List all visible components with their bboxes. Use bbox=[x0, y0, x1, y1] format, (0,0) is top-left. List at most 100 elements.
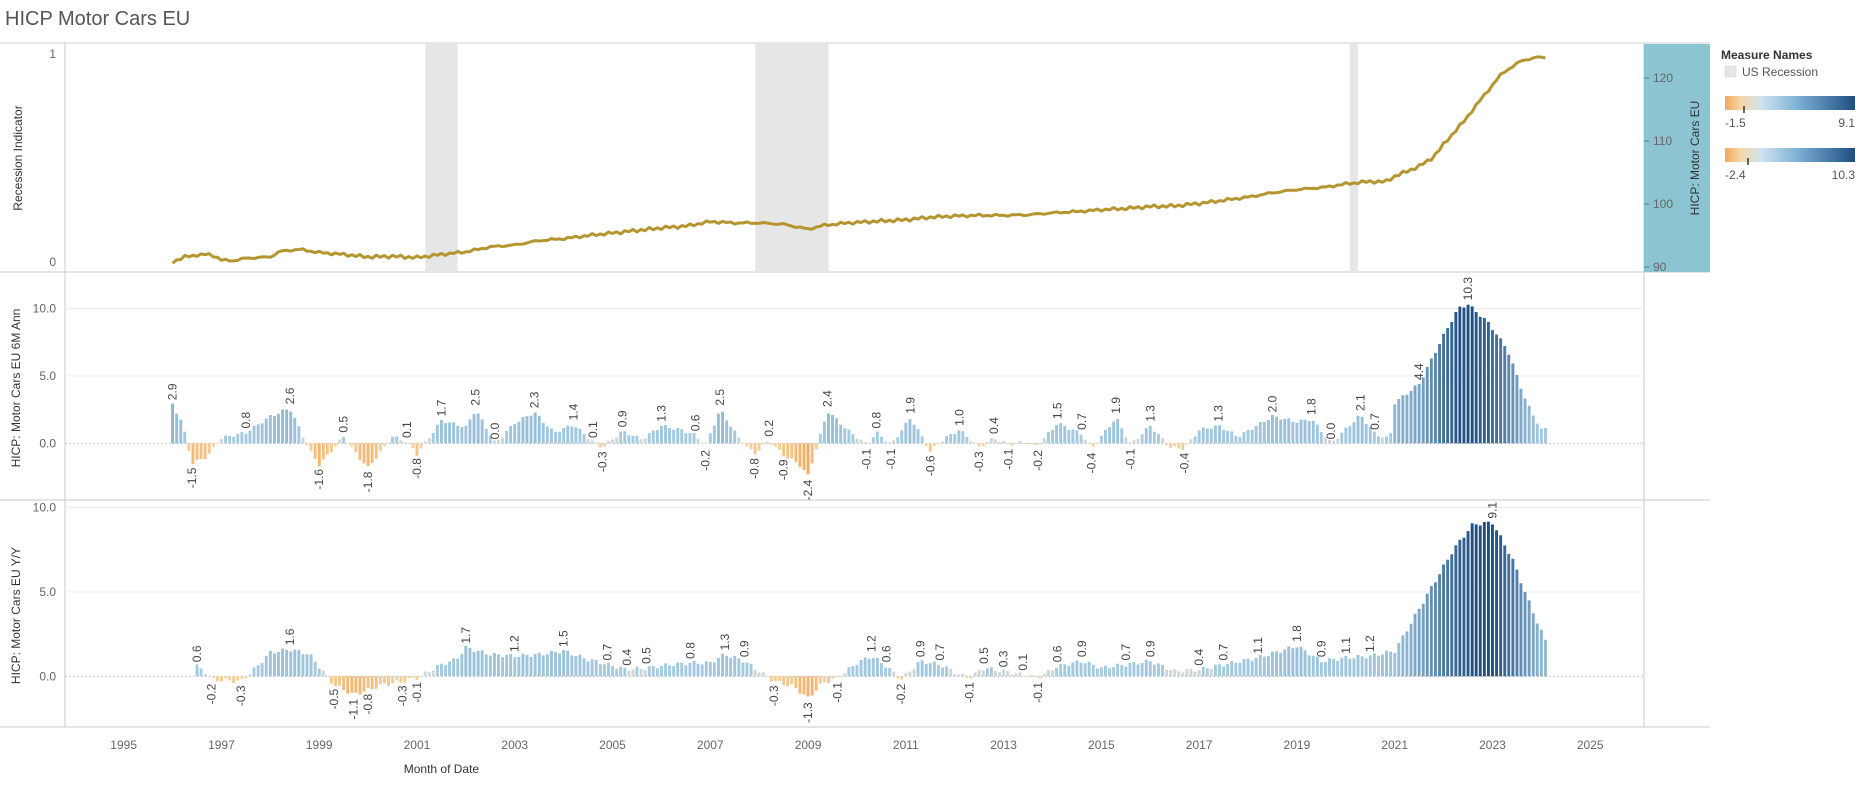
bar bbox=[700, 443, 704, 445]
bar bbox=[317, 443, 321, 467]
bar bbox=[574, 427, 578, 444]
legend-recession-label: US Recession bbox=[1742, 65, 1818, 79]
bar bbox=[749, 663, 753, 677]
bar bbox=[403, 676, 407, 683]
bar bbox=[1495, 334, 1498, 444]
bar bbox=[370, 443, 374, 463]
bar bbox=[1458, 306, 1462, 444]
bar bbox=[1531, 415, 1535, 444]
bar bbox=[1360, 416, 1364, 444]
y-tick-label: 5.0 bbox=[39, 369, 56, 383]
bar bbox=[798, 676, 802, 694]
bar bbox=[937, 443, 940, 445]
bar bbox=[1177, 671, 1181, 677]
bar bbox=[1454, 545, 1458, 677]
bar bbox=[427, 438, 431, 444]
bar bbox=[281, 409, 284, 444]
bar bbox=[1454, 312, 1458, 444]
bar-value-label: 2.0 bbox=[1265, 395, 1279, 412]
bar bbox=[497, 439, 500, 444]
bar bbox=[472, 651, 476, 677]
bar bbox=[635, 435, 639, 444]
bar bbox=[264, 656, 268, 677]
bar bbox=[1324, 661, 1327, 677]
bar bbox=[712, 662, 716, 677]
bar bbox=[749, 443, 753, 450]
bar bbox=[1234, 435, 1238, 444]
bar-value-label: 2.5 bbox=[469, 389, 483, 406]
left-axis-title: Recession Indicator bbox=[11, 105, 25, 210]
bar bbox=[916, 662, 920, 677]
bar bbox=[1503, 545, 1507, 677]
bar bbox=[741, 443, 745, 445]
bar bbox=[268, 415, 272, 444]
bar bbox=[1181, 443, 1185, 450]
bar bbox=[1372, 653, 1376, 677]
bar-value-label: -0.1 bbox=[860, 448, 874, 469]
bar bbox=[998, 441, 1001, 444]
bar bbox=[664, 425, 667, 444]
bar-value-label: 0.6 bbox=[190, 645, 204, 662]
bar bbox=[851, 666, 855, 677]
bar bbox=[1531, 613, 1535, 677]
bar bbox=[1478, 525, 1482, 677]
bar bbox=[1063, 664, 1067, 677]
bar bbox=[554, 652, 557, 677]
bar bbox=[586, 439, 590, 444]
bar-value-label: 0.9 bbox=[1143, 640, 1157, 657]
bar bbox=[680, 429, 684, 444]
bar bbox=[525, 416, 529, 444]
bar bbox=[765, 676, 769, 678]
bar bbox=[529, 656, 533, 677]
bar-value-label: 1.8 bbox=[1305, 398, 1319, 415]
bar bbox=[1352, 422, 1356, 444]
bar bbox=[672, 666, 676, 677]
bar bbox=[1315, 656, 1319, 677]
bar bbox=[321, 443, 325, 460]
bar bbox=[721, 653, 724, 677]
bar bbox=[1405, 394, 1409, 444]
legend-swatch-recession bbox=[1724, 65, 1737, 78]
bar bbox=[1458, 539, 1462, 677]
bar bbox=[1381, 437, 1384, 444]
bar bbox=[1275, 416, 1278, 444]
bar bbox=[1087, 661, 1091, 677]
bar bbox=[195, 443, 199, 460]
x-tick-label: 2017 bbox=[1186, 738, 1213, 752]
bar bbox=[721, 411, 724, 444]
bar bbox=[1222, 430, 1226, 444]
bar-value-label: -0.4 bbox=[1177, 452, 1191, 473]
bar bbox=[301, 437, 305, 444]
bar bbox=[672, 429, 676, 444]
bar bbox=[1487, 521, 1490, 677]
bar bbox=[1340, 432, 1344, 444]
bar bbox=[281, 648, 284, 677]
bar bbox=[1405, 631, 1409, 677]
bar bbox=[655, 430, 659, 444]
bar bbox=[1291, 421, 1295, 444]
bar bbox=[908, 671, 912, 677]
bar bbox=[1218, 664, 1221, 677]
bar bbox=[867, 443, 871, 444]
bar bbox=[313, 661, 317, 677]
bar bbox=[509, 654, 513, 677]
bar bbox=[1038, 676, 1042, 679]
bar bbox=[1144, 428, 1148, 444]
bar bbox=[990, 437, 993, 444]
bar-value-label: 0.6 bbox=[689, 414, 703, 431]
bar bbox=[953, 674, 957, 677]
bar bbox=[338, 439, 341, 444]
bar bbox=[529, 415, 533, 444]
bar bbox=[782, 676, 786, 686]
bar bbox=[330, 443, 333, 453]
bar-value-label: -0.8 bbox=[410, 458, 424, 479]
bar bbox=[753, 669, 757, 677]
bar bbox=[423, 671, 427, 677]
bar bbox=[615, 668, 619, 677]
y-tick-label: 10.0 bbox=[33, 301, 57, 315]
bar bbox=[1336, 438, 1340, 444]
bar bbox=[1385, 650, 1388, 677]
bar-value-label: 1.0 bbox=[953, 409, 967, 426]
bar bbox=[896, 437, 900, 444]
